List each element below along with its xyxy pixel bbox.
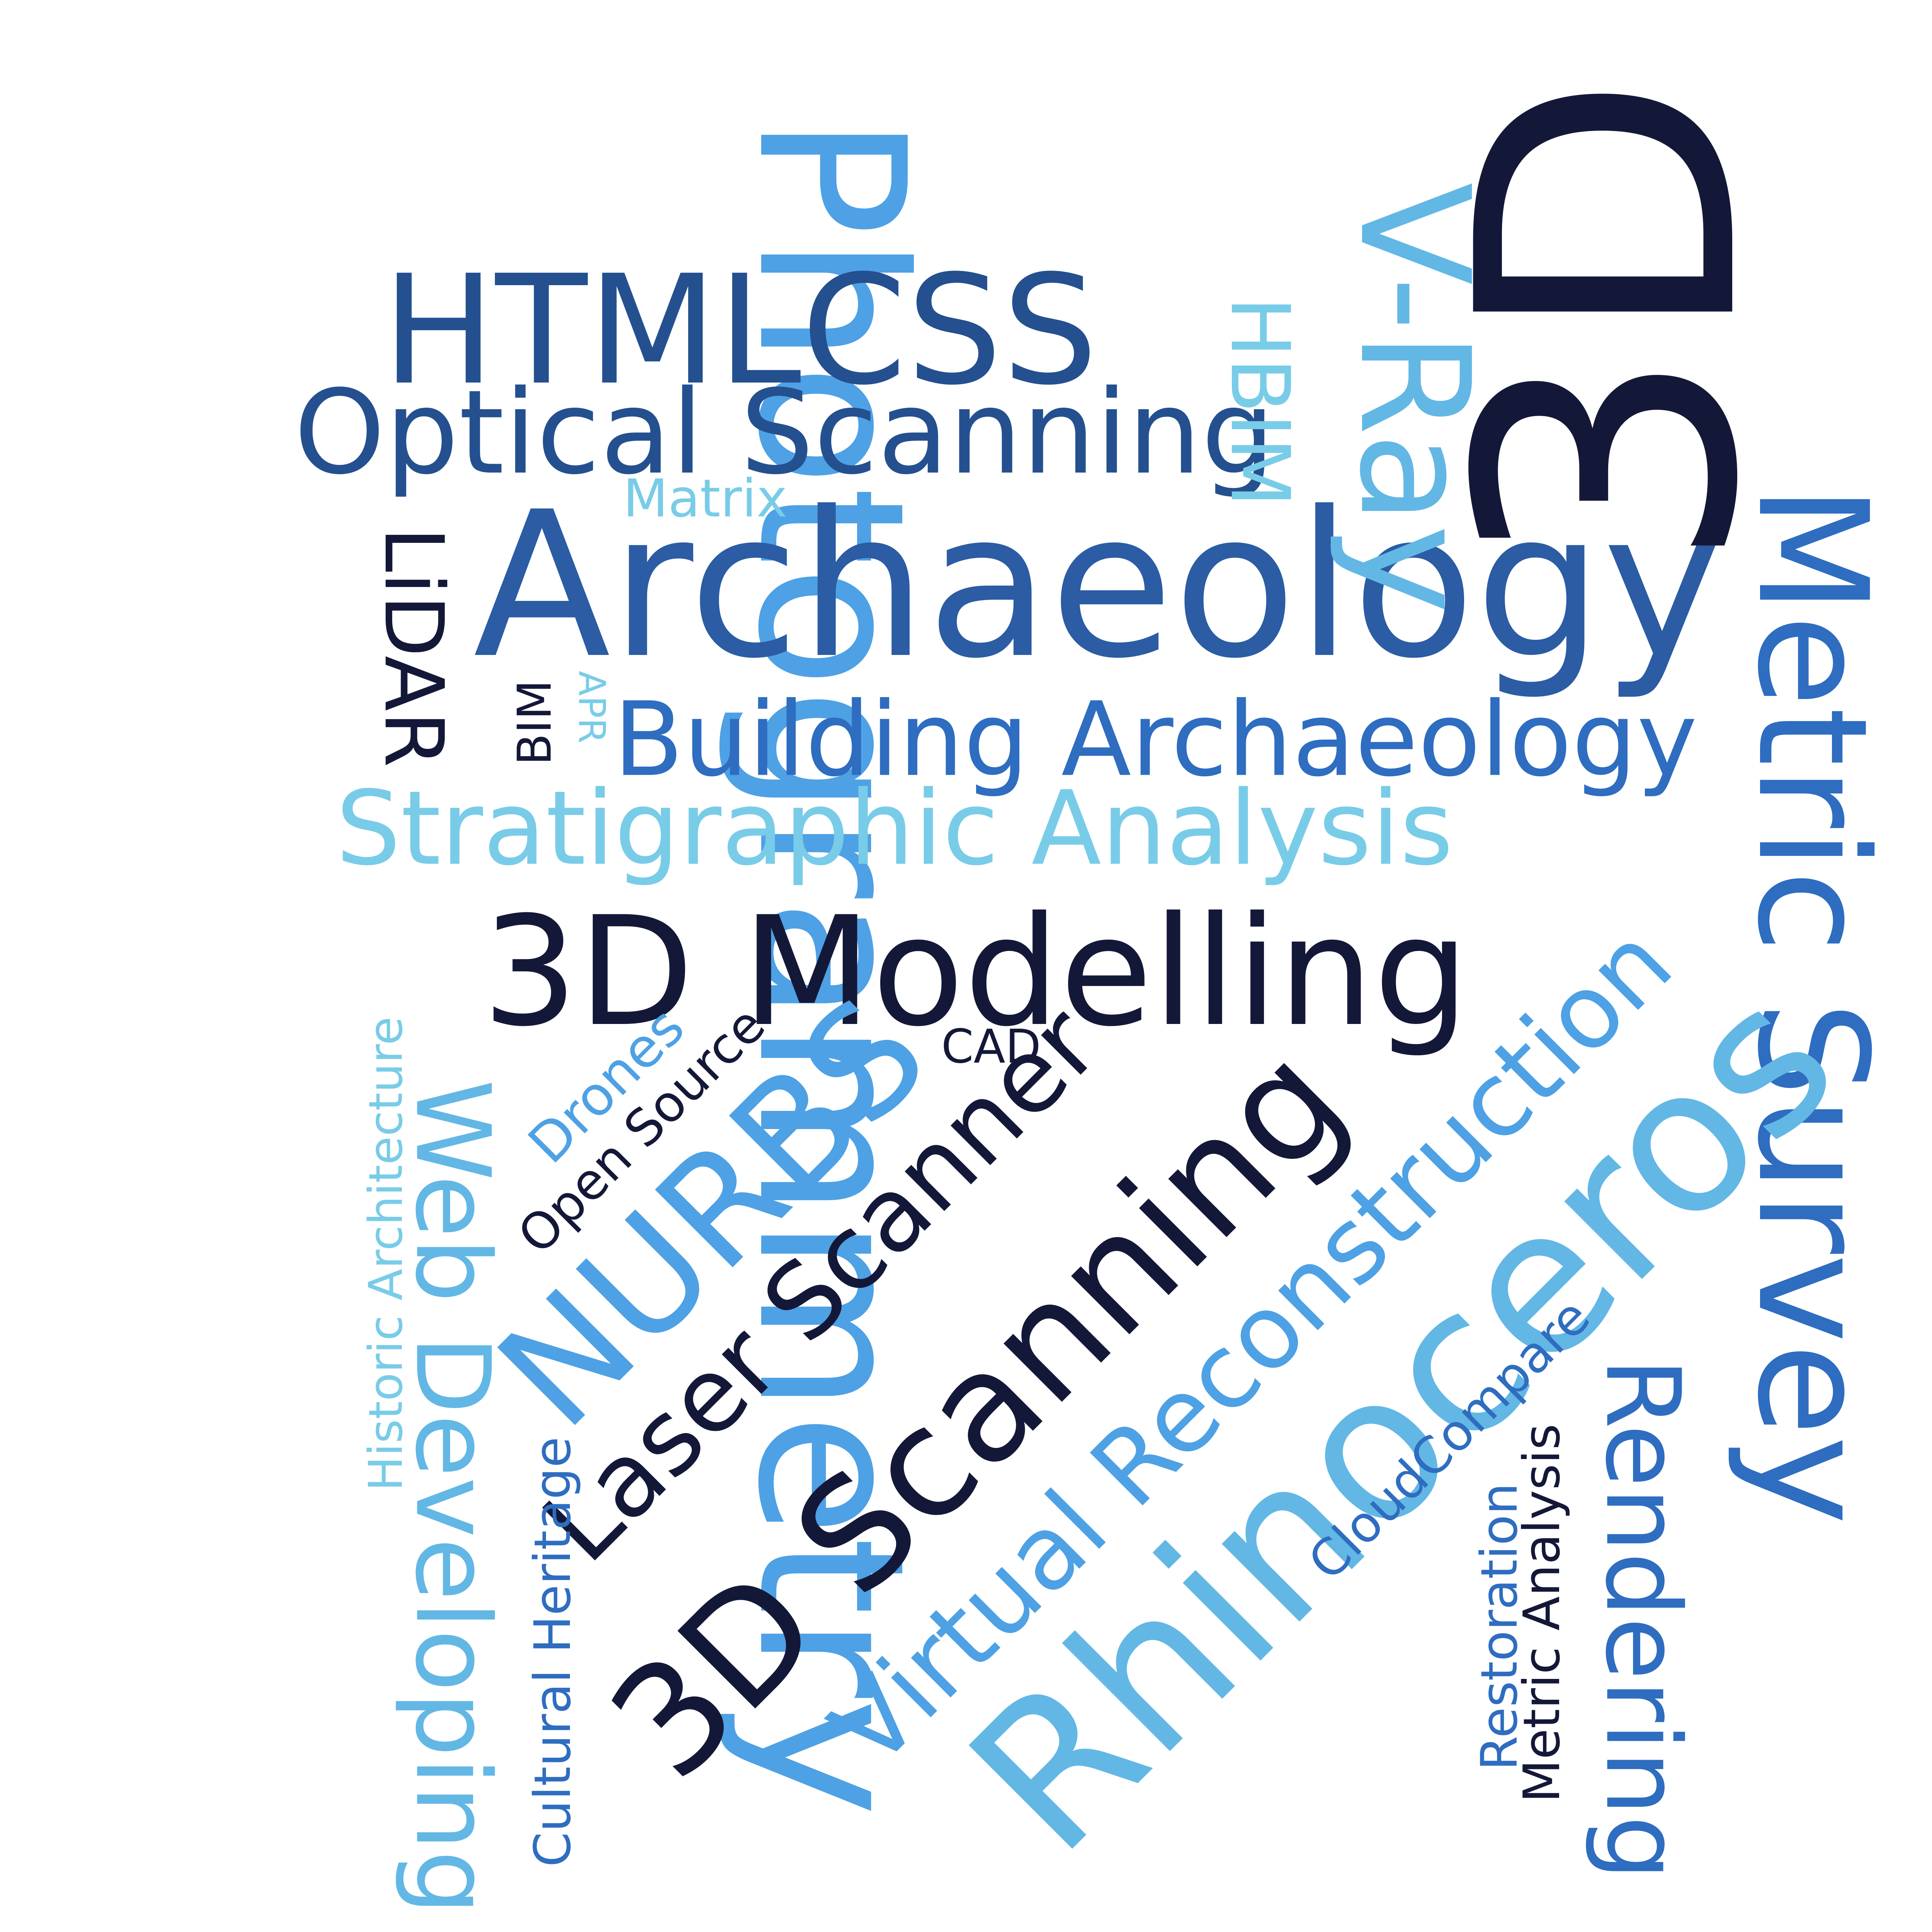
word-cad: CAD: [941, 1020, 1041, 1074]
word-htmlcss: HTMLCSS: [382, 243, 1098, 418]
word-matrix: Matrix: [623, 468, 787, 529]
word-building-archaeology: Building Archaeology: [613, 680, 1697, 799]
word-apr: APR: [570, 670, 613, 744]
word-hbim: HBIM: [1213, 296, 1307, 507]
word-cultural-heritage: Cultural Heritage: [523, 1437, 582, 1867]
word-stratigraphic-analysis: Stratigraphic Analysis: [335, 769, 1454, 888]
word-lidar: LiDAR: [366, 527, 461, 768]
word-optical-scanning: Optical Scanning: [294, 365, 1275, 500]
word-rendering: Rendering: [1583, 1357, 1702, 1881]
word-archaeology: Archaeology: [473, 468, 1722, 702]
word-metric-analysis: Metric Analysis: [1512, 1423, 1571, 1803]
word-3d-modelling: 3D Modelling: [482, 884, 1469, 1060]
word-bim: BIM: [508, 680, 562, 765]
word-web-developing: Web Developing: [393, 1079, 512, 1915]
